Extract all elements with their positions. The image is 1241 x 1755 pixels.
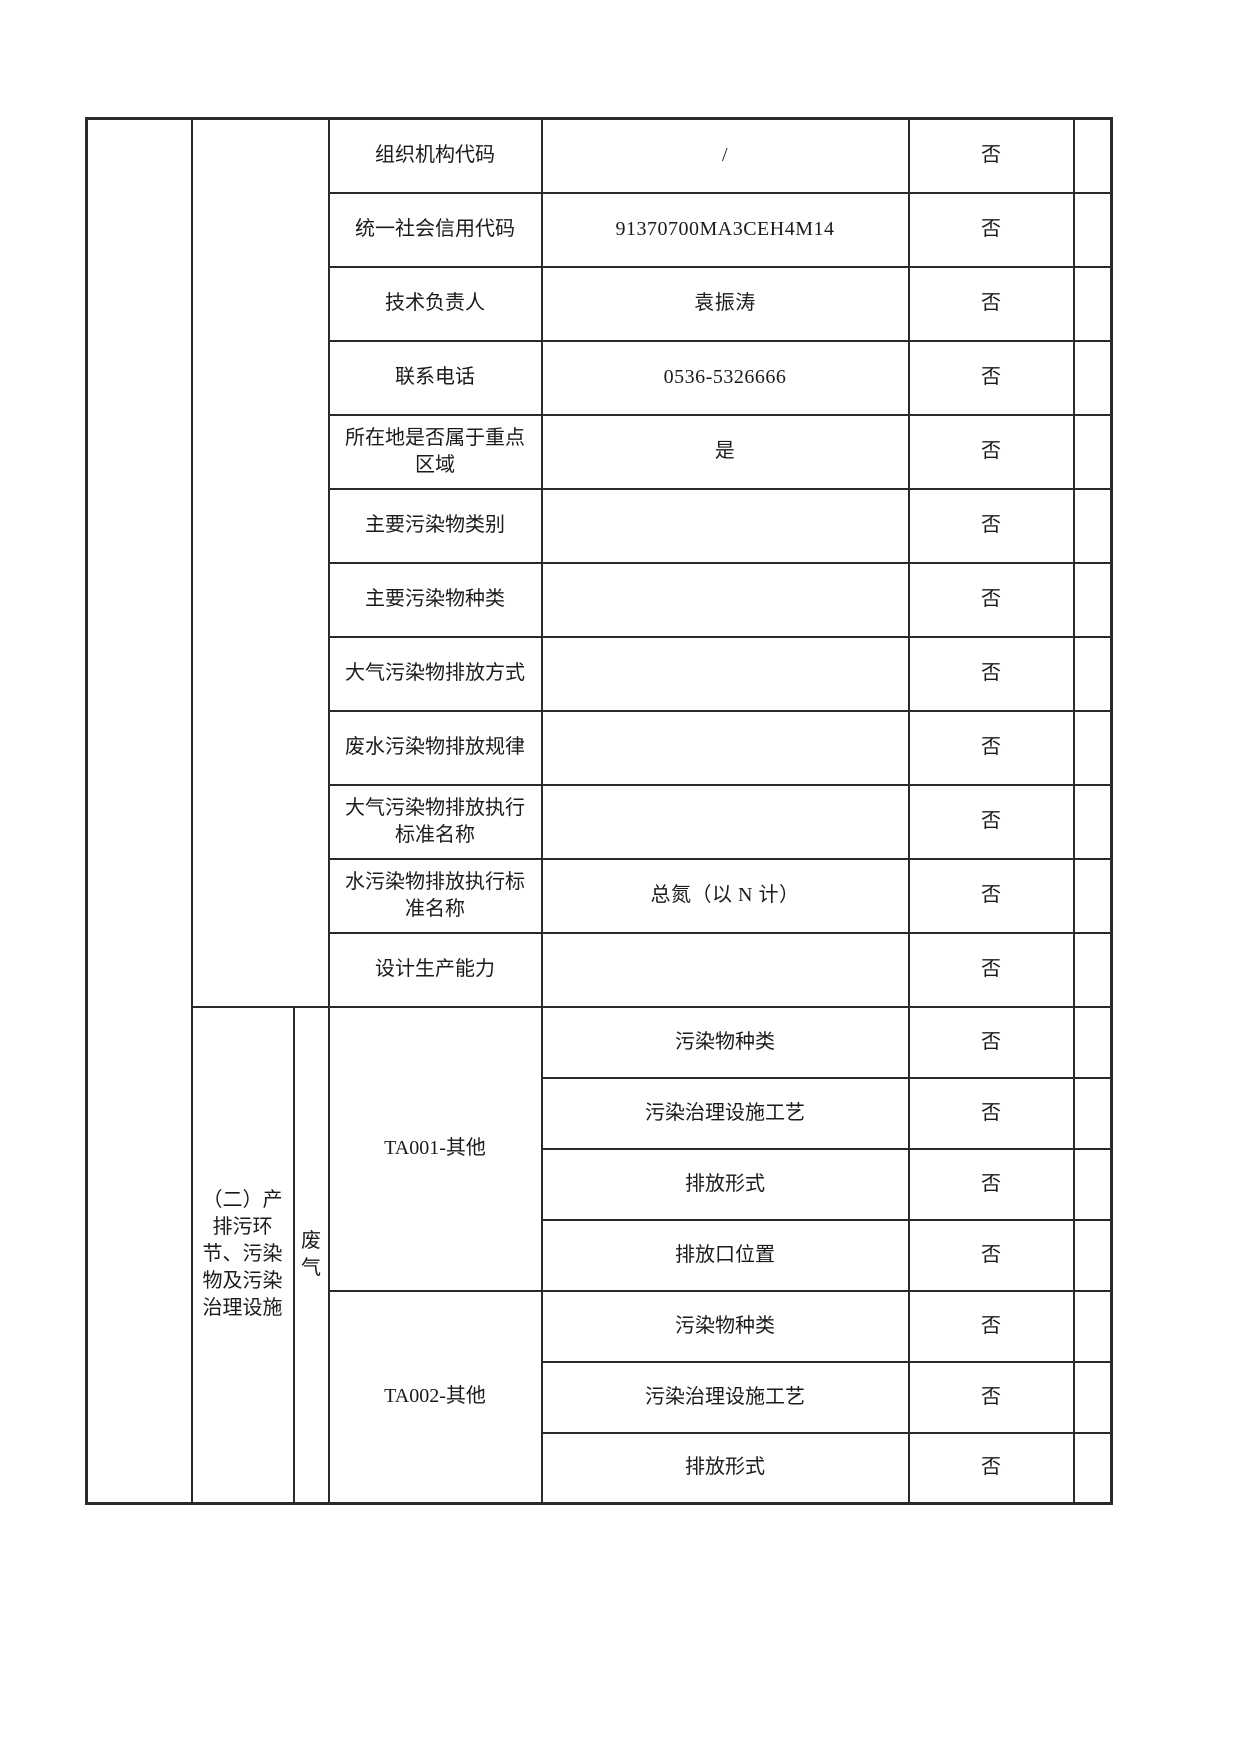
spacer-cell bbox=[1072, 413, 1113, 490]
field-value-cell: / bbox=[540, 117, 910, 194]
field-label-cell: 统一社会信用代码 bbox=[327, 191, 543, 268]
table-row: 污染治理设施工艺 否 bbox=[87, 1076, 1113, 1150]
spacer-cell bbox=[1072, 1147, 1113, 1221]
field-label-cell: 大气污染物排放方式 bbox=[327, 635, 543, 712]
table-row: 污染治理设施工艺 否 bbox=[87, 1360, 1113, 1434]
field-value-cell: 总氮（以 N 计） bbox=[540, 857, 910, 934]
spacer-cell bbox=[1072, 783, 1113, 860]
field-label-cell: 水污染物排放执行标 准名称 bbox=[327, 857, 543, 934]
spacer-cell bbox=[1072, 561, 1113, 638]
field-value-cell: 袁振涛 bbox=[540, 265, 910, 342]
table-row: 大气污染物排放执行 标准名称 否 bbox=[87, 783, 1113, 860]
sub-field-label-cell: 排放形式 bbox=[540, 1147, 910, 1221]
flag-cell: 否 bbox=[907, 709, 1075, 786]
flag-cell: 否 bbox=[907, 413, 1075, 490]
field-value-cell bbox=[540, 487, 910, 564]
left-margin-cell bbox=[85, 117, 193, 1505]
field-label-cell: 废水污染物排放规律 bbox=[327, 709, 543, 786]
flag-cell: 否 bbox=[907, 487, 1075, 564]
flag-cell: 否 bbox=[907, 1289, 1075, 1363]
table-row: 设计生产能力 否 bbox=[87, 931, 1113, 1008]
field-value-cell bbox=[540, 931, 910, 1008]
flag-cell: 否 bbox=[907, 191, 1075, 268]
sub-field-label-cell: 排放口位置 bbox=[540, 1218, 910, 1292]
section-title-cell: （二）产 排污环 节、污染 物及污染 治理设施 bbox=[190, 1005, 295, 1505]
flag-cell: 否 bbox=[907, 635, 1075, 712]
table-row: 大气污染物排放方式 否 bbox=[87, 635, 1113, 712]
table-row: 联系电话 0536-5326666 否 bbox=[87, 339, 1113, 416]
field-label-cell: 联系电话 bbox=[327, 339, 543, 416]
flag-cell: 否 bbox=[907, 339, 1075, 416]
spacer-cell bbox=[1072, 339, 1113, 416]
group-name-cell: TA001-其他 bbox=[327, 1005, 543, 1292]
table-row: TA002-其他 污染物种类 否 bbox=[87, 1289, 1113, 1505]
flag-cell: 否 bbox=[907, 857, 1075, 934]
field-label-cell: 大气污染物排放执行 标准名称 bbox=[327, 783, 543, 860]
field-label-cell: 主要污染物类别 bbox=[327, 487, 543, 564]
field-label-cell: 设计生产能力 bbox=[327, 931, 543, 1008]
field-label-cell: 所在地是否属于重点 区域 bbox=[327, 413, 543, 490]
sub-field-label-cell: 污染物种类 bbox=[540, 1289, 910, 1363]
spacer-cell bbox=[1072, 1005, 1113, 1079]
flag-cell: 否 bbox=[907, 265, 1075, 342]
spacer-cell bbox=[1072, 857, 1113, 934]
spacer-cell bbox=[1072, 1360, 1113, 1434]
sub-field-label-cell: 污染物种类 bbox=[540, 1005, 910, 1079]
flag-cell: 否 bbox=[907, 1218, 1075, 1292]
spacer-cell bbox=[1072, 487, 1113, 564]
field-label-cell: 技术负责人 bbox=[327, 265, 543, 342]
spacer-cell bbox=[1072, 1289, 1113, 1363]
field-value-cell bbox=[540, 561, 910, 638]
table-row: 排放形式 否 bbox=[87, 1147, 1113, 1221]
flag-cell: 否 bbox=[907, 1431, 1075, 1505]
flag-cell: 否 bbox=[907, 1147, 1075, 1221]
group-name-cell: TA002-其他 bbox=[327, 1289, 543, 1505]
table-row: 所在地是否属于重点 区域 是 否 bbox=[87, 413, 1113, 490]
table-row: 主要污染物种类 否 bbox=[87, 561, 1113, 638]
table-row: 排放形式 否 bbox=[87, 1431, 1113, 1505]
table-row: 技术负责人 袁振涛 否 bbox=[87, 265, 1113, 342]
field-label-cell: 主要污染物种类 bbox=[327, 561, 543, 638]
sub-field-label-cell: 排放形式 bbox=[540, 1431, 910, 1505]
spacer-cell bbox=[1072, 709, 1113, 786]
disclosure-table: 组织机构代码 / 否 统一社会信用代码 91370700MA3CEH4M14 否… bbox=[85, 117, 1113, 1505]
flag-cell: 否 bbox=[907, 931, 1075, 1008]
section-continuation-cell bbox=[190, 117, 330, 1008]
spacer-cell bbox=[1072, 1218, 1113, 1292]
table-row: 统一社会信用代码 91370700MA3CEH4M14 否 bbox=[87, 191, 1113, 268]
medium-cell: 废 气 bbox=[292, 1005, 330, 1505]
field-value-cell bbox=[540, 783, 910, 860]
spacer-cell bbox=[1072, 1431, 1113, 1505]
table-row: （二）产 排污环 节、污染 物及污染 治理设施 废 气 TA001-其他 污染物… bbox=[87, 1005, 1113, 1505]
field-value-cell: 0536-5326666 bbox=[540, 339, 910, 416]
spacer-cell bbox=[1072, 931, 1113, 1008]
spacer-cell bbox=[1072, 117, 1113, 194]
table-row: 水污染物排放执行标 准名称 总氮（以 N 计） 否 bbox=[87, 857, 1113, 934]
flag-cell: 否 bbox=[907, 783, 1075, 860]
field-value-cell: 是 bbox=[540, 413, 910, 490]
spacer-cell bbox=[1072, 635, 1113, 712]
field-value-cell bbox=[540, 635, 910, 712]
field-label-cell: 组织机构代码 bbox=[327, 117, 543, 194]
disclosure-table-wrap: 组织机构代码 / 否 统一社会信用代码 91370700MA3CEH4M14 否… bbox=[85, 117, 1113, 1505]
flag-cell: 否 bbox=[907, 1076, 1075, 1150]
table-row: 组织机构代码 / 否 bbox=[85, 117, 1113, 1505]
sub-field-label-cell: 污染治理设施工艺 bbox=[540, 1360, 910, 1434]
flag-cell: 否 bbox=[907, 1005, 1075, 1079]
table-row: 废水污染物排放规律 否 bbox=[87, 709, 1113, 786]
table-row: 主要污染物类别 否 bbox=[87, 487, 1113, 564]
field-value-cell: 91370700MA3CEH4M14 bbox=[540, 191, 910, 268]
table-row: 排放口位置 否 bbox=[87, 1218, 1113, 1292]
spacer-cell bbox=[1072, 1076, 1113, 1150]
flag-cell: 否 bbox=[907, 1360, 1075, 1434]
flag-cell: 否 bbox=[907, 117, 1075, 194]
spacer-cell bbox=[1072, 191, 1113, 268]
flag-cell: 否 bbox=[907, 561, 1075, 638]
field-value-cell bbox=[540, 709, 910, 786]
sub-field-label-cell: 污染治理设施工艺 bbox=[540, 1076, 910, 1150]
spacer-cell bbox=[1072, 265, 1113, 342]
